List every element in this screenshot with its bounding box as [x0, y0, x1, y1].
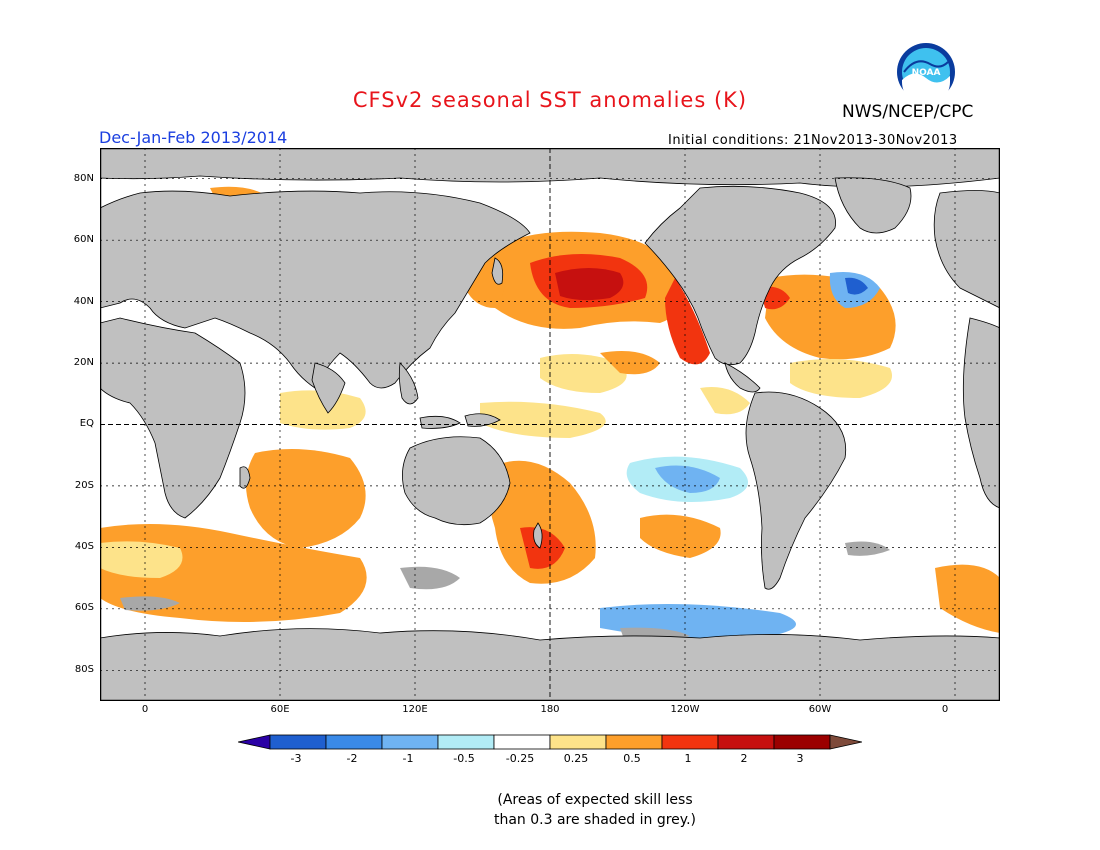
colorbar-cell — [717, 734, 775, 750]
lat-label: 80N — [73, 173, 94, 184]
anomaly-north-pacific-core — [555, 268, 624, 301]
colorbar-tick-label: 2 — [740, 752, 748, 765]
colorbar-cell — [437, 734, 495, 750]
anomaly-sw-pacific-warm — [488, 460, 596, 584]
anomaly-tasman-hot — [520, 527, 565, 569]
lat-label: 20S — [74, 480, 94, 491]
low-skill-patch — [120, 596, 180, 611]
colorbar-tick-label: 0.5 — [623, 752, 641, 765]
forecast-period: Dec-Jan-Feb 2013/2014 — [99, 128, 288, 147]
land-indonesia — [419, 415, 461, 429]
lat-label: 40S — [74, 541, 94, 552]
low-skill-patch — [845, 541, 890, 556]
lon-label: 60E — [270, 704, 290, 715]
land-north-america — [644, 185, 836, 366]
initial-conditions: Initial conditions: 21Nov2013-30Nov2013 — [668, 133, 958, 148]
anomaly-tropical-atlantic-light — [790, 359, 892, 398]
colorbar-tick-label: -2 — [346, 752, 358, 765]
land-africa — [100, 317, 246, 519]
footnote-line-2: than 0.3 are shaded in grey.) — [493, 812, 696, 828]
colorbar-end-high — [829, 734, 862, 750]
lat-label: EQ — [79, 418, 94, 429]
noaa-logo-icon: NOAA — [897, 43, 955, 102]
anomaly-east-pacific-light — [700, 387, 750, 415]
anomaly-north-indian-light — [280, 390, 366, 430]
lon-label: 120W — [670, 704, 700, 715]
colorbar-tick-label: 0.25 — [563, 752, 589, 765]
sst-anomaly-map — [100, 148, 1000, 701]
land-new-zealand — [533, 522, 543, 549]
land-japan — [491, 257, 504, 285]
colorbar-tick-label: -0.25 — [505, 752, 535, 765]
colorbar-cell — [605, 734, 663, 750]
colorbar-tick-label: -3 — [290, 752, 302, 765]
colorbar-cell — [773, 734, 831, 750]
land-europe-wrap — [933, 190, 1000, 309]
lon-label: 60W — [808, 704, 832, 715]
anomaly-sw-atlantic-light — [100, 541, 183, 578]
land-south-america — [745, 391, 847, 590]
anomaly-central-pacific-warm — [600, 350, 660, 375]
major-grid-lines — [100, 148, 1000, 701]
colorbar-tick-label: -0.5 — [453, 752, 475, 765]
anomaly-patches — [100, 186, 1000, 664]
colorbar — [238, 734, 862, 750]
colorbar-cell — [269, 734, 327, 750]
colorbar-end-low — [238, 734, 271, 750]
logo-text: NOAA — [912, 68, 941, 78]
agency-label: NWS/NCEP/CPC — [842, 102, 974, 122]
land-madagascar — [239, 466, 251, 489]
low-skill-patch — [400, 566, 460, 590]
map-frame — [100, 148, 1000, 701]
land-se-asia — [398, 362, 419, 405]
anomaly-eq-pacific-light — [480, 401, 606, 438]
colorbar-tick-label: 3 — [796, 752, 804, 765]
land-new-guinea — [464, 413, 501, 427]
anomaly-south-indian-east — [935, 564, 1000, 633]
lat-label: 60S — [74, 602, 94, 613]
lat-label: 80S — [74, 664, 94, 675]
colorbar-cell — [549, 734, 607, 750]
anomaly-indian-ocean-warm — [246, 449, 366, 548]
anomaly-central-pacific-light — [540, 354, 627, 393]
colorbar-cell — [661, 734, 719, 750]
land-eurasia — [100, 190, 531, 389]
colorbar-cell — [325, 734, 383, 750]
colorbar-cell — [381, 734, 439, 750]
lon-label: 120E — [402, 704, 428, 715]
anomaly-ne-pacific-coast — [665, 278, 710, 365]
anomaly-north-atlantic-cold — [845, 277, 868, 295]
colorbar-tick-label: 1 — [684, 752, 692, 765]
colorbar-tick-label: -1 — [402, 752, 414, 765]
lat-label: 60N — [73, 234, 94, 245]
colorbar-cell — [493, 734, 551, 750]
chart-title: CFSv2 seasonal SST anomalies (K) — [352, 88, 748, 112]
footnote-line-1: (Areas of expected skill less — [497, 792, 693, 808]
anomaly-se-pacific-cool — [655, 465, 720, 493]
lon-label: 0 — [141, 704, 149, 715]
land-australia — [402, 436, 511, 526]
lat-label: 40N — [73, 296, 94, 307]
lon-label: 0 — [941, 704, 949, 715]
land-central-america — [724, 362, 761, 393]
land-india — [311, 362, 346, 414]
lat-label: 20N — [73, 357, 94, 368]
land-africa-wrap — [962, 317, 1000, 509]
lon-label: 180 — [540, 704, 560, 715]
land-greenland — [834, 177, 912, 234]
